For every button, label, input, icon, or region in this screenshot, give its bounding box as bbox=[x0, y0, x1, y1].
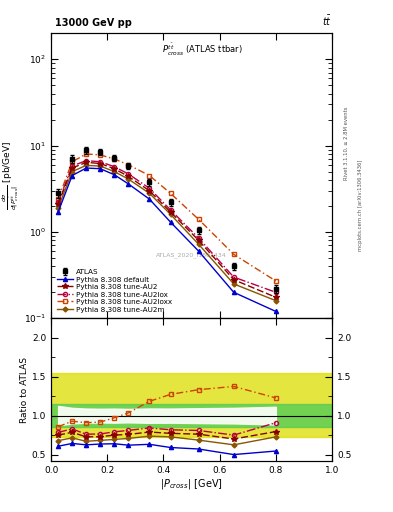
Legend: ATLAS, Pythia 8.308 default, Pythia 8.308 tune-AU2, Pythia 8.308 tune-AU2lox, Py: ATLAS, Pythia 8.308 default, Pythia 8.30… bbox=[55, 267, 174, 315]
Text: $t\bar{t}$: $t\bar{t}$ bbox=[322, 14, 332, 28]
Text: Rivet 3.1.10, ≥ 2.8M events: Rivet 3.1.10, ≥ 2.8M events bbox=[344, 106, 349, 180]
Text: 13000 GeV pp: 13000 GeV pp bbox=[55, 18, 132, 28]
Text: ATLAS_2020_I1801434: ATLAS_2020_I1801434 bbox=[156, 253, 227, 259]
Text: mcplots.cern.ch [arXiv:1306.3436]: mcplots.cern.ch [arXiv:1306.3436] bbox=[358, 159, 363, 250]
Y-axis label: $\frac{d\sigma}{d|P^{t\bar{t}}_{cross}|}\ \mathrm{[pb/GeV]}$: $\frac{d\sigma}{d|P^{t\bar{t}}_{cross}|}… bbox=[1, 141, 21, 210]
Text: $P^{t\bar{t}}_{cross}$ (ATLAS ttbar): $P^{t\bar{t}}_{cross}$ (ATLAS ttbar) bbox=[162, 42, 243, 58]
Y-axis label: Ratio to ATLAS: Ratio to ATLAS bbox=[20, 356, 29, 422]
X-axis label: $|P_{cross}|\ \mathrm{[GeV]}$: $|P_{cross}|\ \mathrm{[GeV]}$ bbox=[160, 477, 223, 492]
